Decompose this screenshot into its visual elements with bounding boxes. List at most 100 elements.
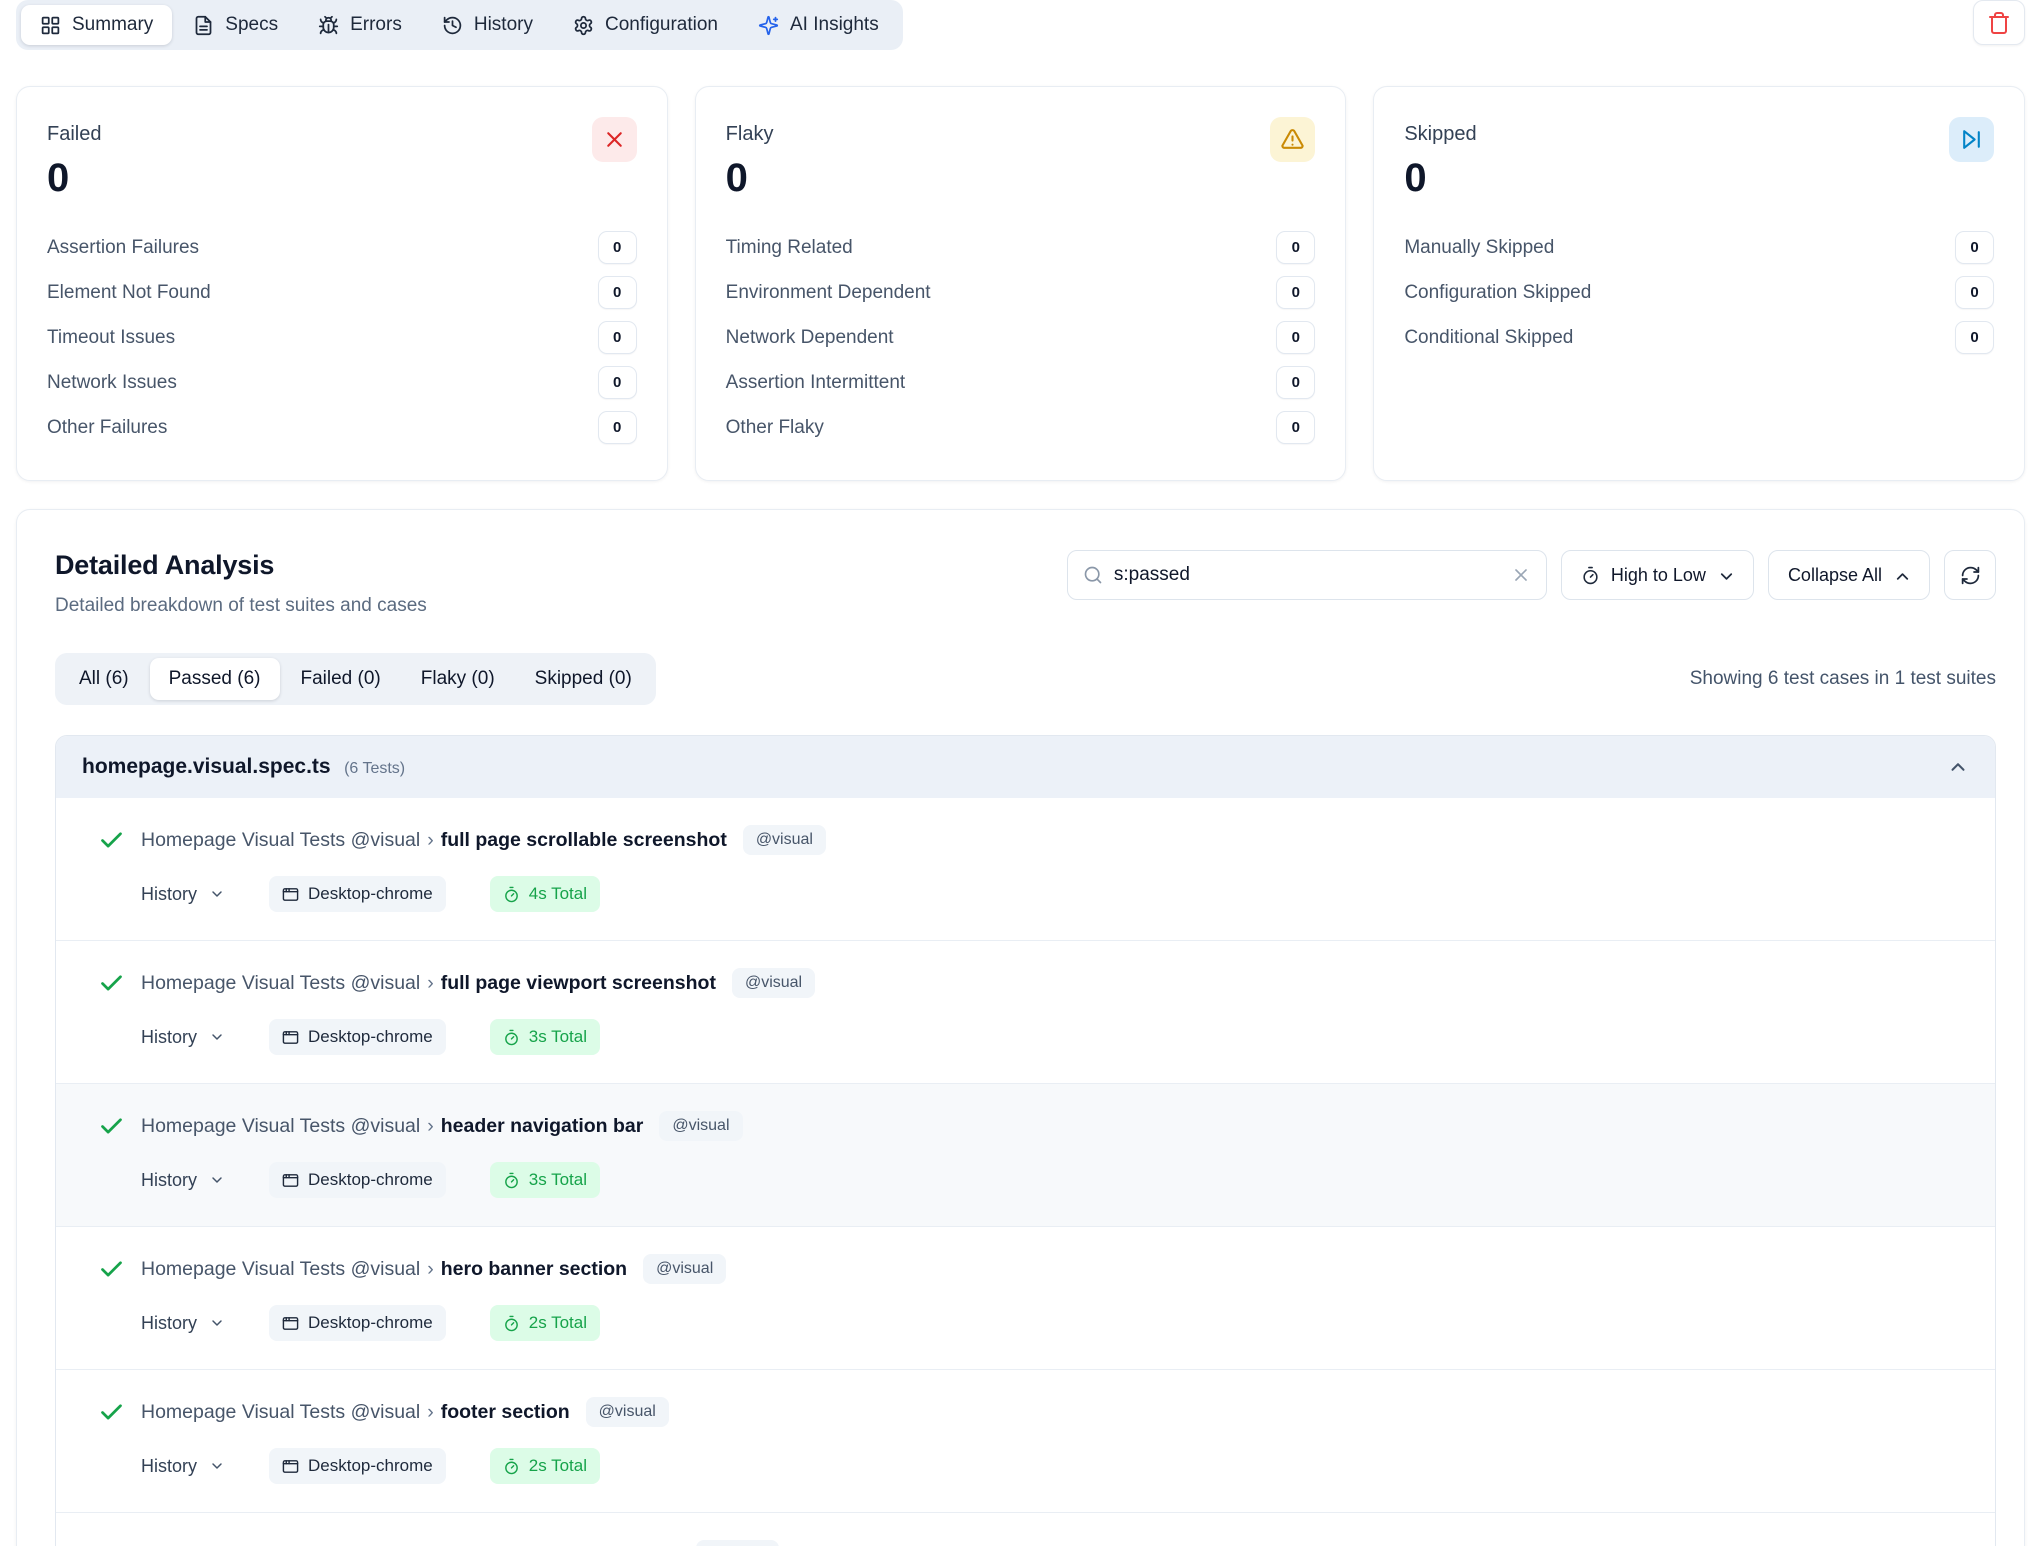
- chevron-down-icon: [209, 1315, 225, 1331]
- detailed-analysis-panel: Detailed Analysis Detailed breakdown of …: [16, 509, 2025, 1546]
- test-row: Homepage Visual Tests @visual›featured p…: [56, 1512, 1995, 1546]
- report-tabs: Summary Specs Errors History Configurati…: [16, 0, 903, 50]
- suite-header[interactable]: homepage.visual.spec.ts (6 Tests): [56, 736, 1995, 798]
- tab-configuration[interactable]: Configuration: [554, 5, 737, 45]
- page-title: Detailed Analysis: [55, 550, 275, 580]
- test-title-link[interactable]: Homepage Visual Tests @visual › hero banne…: [141, 1257, 628, 1280]
- flaky-breakdown-row: Timing Related 0: [726, 231, 1316, 264]
- stopwatch-icon: [503, 1172, 520, 1189]
- collapse-all-label: Collapse All: [1787, 564, 1882, 585]
- failed-breakdown-row: Assertion Failures 0: [47, 231, 637, 264]
- filter-failed[interactable]: Failed (0): [300, 668, 381, 689]
- sort-order-button[interactable]: High to Low: [1560, 550, 1754, 600]
- browser-window-icon: [282, 1029, 299, 1046]
- flaky-count: 0: [725, 156, 748, 200]
- chevron-down-icon: [209, 1029, 225, 1045]
- stopwatch-icon: [503, 1315, 520, 1332]
- test-title-link[interactable]: Homepage Visual Tests @visual › footer sec…: [141, 1400, 570, 1423]
- count-badge: 0: [597, 231, 637, 264]
- file-icon: [193, 15, 214, 36]
- filter-passed[interactable]: Passed (6): [149, 658, 280, 700]
- test-title-link[interactable]: Homepage Visual Tests @visual › full page …: [141, 828, 727, 851]
- tab-ai-insights[interactable]: AI Insights: [739, 5, 898, 45]
- tab-errors[interactable]: Errors: [299, 5, 421, 45]
- count-badge: 0: [1955, 231, 1994, 264]
- history-dropdown[interactable]: History: [141, 1170, 225, 1191]
- skipped-card-title: Skipped: [1404, 123, 1477, 145]
- tag-badge[interactable]: @visual: [659, 1111, 743, 1141]
- skipped-count: 0: [1404, 156, 1427, 200]
- tag-badge[interactable]: @visual: [731, 968, 816, 998]
- tab-history[interactable]: History: [423, 5, 552, 45]
- tag-badge[interactable]: @visual: [742, 825, 826, 855]
- page-subtitle: Detailed breakdown of test suites and ca…: [55, 595, 427, 616]
- count-badge: 0: [597, 276, 637, 309]
- test-title-link[interactable]: Homepage Visual Tests @visual›featured p…: [141, 1544, 680, 1546]
- count-badge: 0: [1276, 231, 1316, 264]
- flaky-card-title: Flaky: [725, 123, 774, 145]
- gear-icon: [573, 15, 594, 36]
- stopwatch-icon: [503, 886, 520, 903]
- flaky-breakdown-row: Environment Dependent 0: [726, 276, 1316, 309]
- test-title-link[interactable]: Homepage Visual Tests @visual › full page …: [141, 971, 716, 994]
- browser-badge: Desktop-chrome: [269, 1305, 446, 1341]
- showing-count-text: Showing 6 test cases in 1 test suites: [1689, 668, 1996, 689]
- failed-card: Failed 0 Assertion Failures 0 Element No…: [16, 86, 668, 481]
- x-icon: [591, 117, 637, 162]
- count-badge: 0: [1276, 321, 1316, 354]
- sparkles-icon: [758, 15, 779, 36]
- tag-badge[interactable]: @visual: [696, 1540, 780, 1546]
- flaky-breakdown-row: Network Dependent 0: [726, 321, 1316, 354]
- tag-badge[interactable]: @visual: [585, 1397, 669, 1427]
- failed-breakdown-row: Timeout Issues 0: [47, 321, 637, 354]
- check-icon: [98, 970, 125, 997]
- duration-badge: 3s Total: [489, 1019, 601, 1055]
- count-badge: 0: [1276, 366, 1316, 399]
- history-dropdown[interactable]: History: [141, 1456, 225, 1477]
- failed-breakdown-row: Other Failures 0: [47, 411, 637, 444]
- count-badge: 0: [597, 366, 637, 399]
- trash-icon: [1987, 11, 2011, 35]
- skipped-breakdown-row: Conditional Skipped 0: [1404, 321, 1994, 354]
- clear-search-icon[interactable]: [1511, 565, 1531, 585]
- filter-skipped[interactable]: Skipped (0): [534, 668, 632, 689]
- tab-configuration-label: Configuration: [604, 14, 718, 35]
- filter-all[interactable]: All (6): [79, 668, 129, 689]
- tag-badge[interactable]: @visual: [643, 1254, 727, 1284]
- history-dropdown[interactable]: History: [141, 884, 225, 905]
- delete-report-button[interactable]: [1973, 0, 2025, 45]
- browser-badge: Desktop-chrome: [269, 1019, 446, 1055]
- history-icon: [442, 15, 463, 36]
- tab-summary-label: Summary: [72, 14, 154, 35]
- summary-cards: Failed 0 Assertion Failures 0 Element No…: [16, 86, 2025, 481]
- skipped-breakdown-row: Manually Skipped 0: [1404, 231, 1994, 264]
- tab-errors-label: Errors: [350, 14, 402, 35]
- history-dropdown[interactable]: History: [141, 1027, 225, 1048]
- chevron-down-icon: [209, 1172, 225, 1188]
- test-row: Homepage Visual Tests @visual › full page …: [56, 798, 1995, 940]
- refresh-button[interactable]: [1944, 550, 1996, 600]
- duration-badge: 2s Total: [489, 1305, 601, 1341]
- search-input[interactable]: [1113, 564, 1500, 586]
- test-title-link[interactable]: Homepage Visual Tests @visual › header nav…: [141, 1114, 644, 1137]
- chevron-down-icon: [209, 886, 225, 902]
- refresh-icon: [1960, 565, 1981, 586]
- flaky-breakdown-row: Assertion Intermittent 0: [726, 366, 1316, 399]
- filter-flaky[interactable]: Flaky (0): [420, 668, 495, 689]
- collapse-all-button[interactable]: Collapse All: [1767, 550, 1930, 600]
- tab-history-label: History: [473, 14, 533, 35]
- search-box: [1066, 550, 1547, 600]
- duration-badge: 4s Total: [489, 876, 601, 912]
- browser-badge: Desktop-chrome: [269, 876, 446, 912]
- history-dropdown[interactable]: History: [141, 1313, 225, 1334]
- tab-specs[interactable]: Specs: [174, 5, 297, 45]
- browser-window-icon: [282, 1315, 299, 1332]
- stopwatch-icon: [503, 1029, 520, 1046]
- check-icon: [98, 1113, 125, 1140]
- bug-icon: [318, 15, 339, 36]
- count-badge: 0: [1955, 276, 1994, 309]
- status-filter-group: All (6) Passed (6) Failed (0) Flaky (0) …: [55, 653, 656, 705]
- test-row: Homepage Visual Tests @visual › header nav…: [56, 1083, 1995, 1226]
- tab-summary[interactable]: Summary: [21, 5, 173, 45]
- chevron-up-icon: [1893, 567, 1910, 584]
